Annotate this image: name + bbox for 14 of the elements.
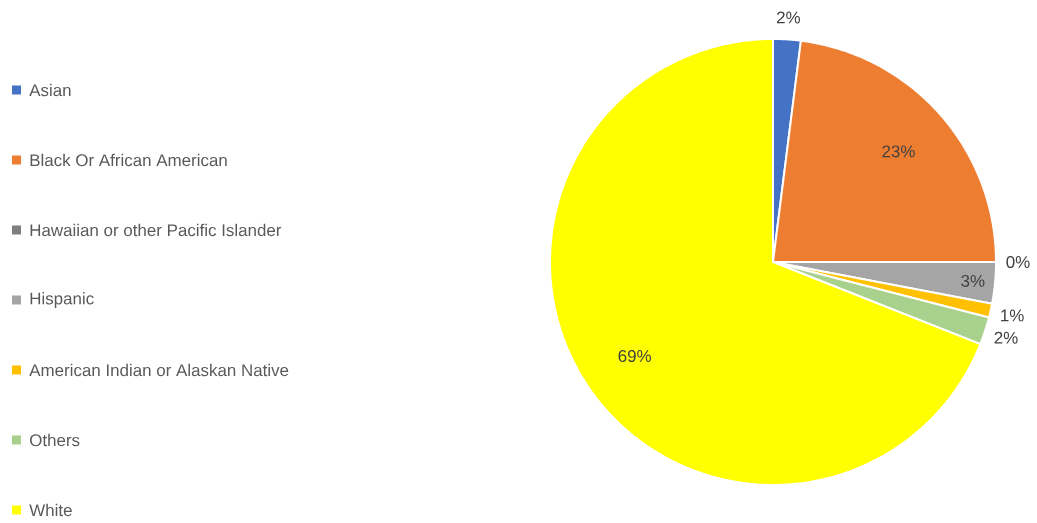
legend-label: Asian [29, 83, 71, 97]
data-label: 1% [1001, 309, 1024, 322]
data-label: 3% [961, 274, 985, 287]
legend-label: Others [30, 433, 80, 447]
legend-label: Hispanic [30, 292, 94, 308]
legend-label: Hawaiian or other Pacific Islander [30, 223, 282, 237]
data-label: 2% [777, 11, 801, 24]
data-label: 23% [882, 145, 915, 158]
legend-label: Black Or African American [30, 153, 227, 167]
data-label: 2% [994, 331, 1018, 344]
text: 0% [1006, 255, 1030, 268]
data-label: 69% [618, 350, 652, 362]
legend-label: White [29, 503, 72, 517]
legend-label: American Indian or Alaskan Native [29, 363, 289, 377]
